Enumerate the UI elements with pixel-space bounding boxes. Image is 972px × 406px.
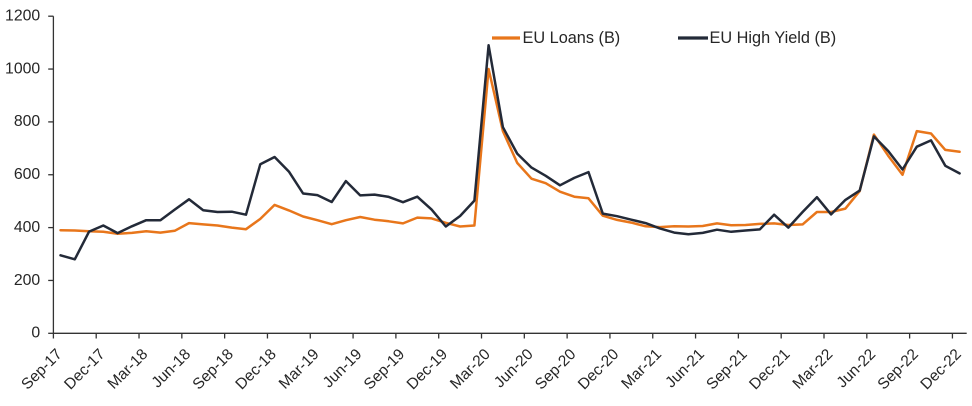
- svg-text:EU Loans (B): EU Loans (B): [523, 29, 621, 47]
- svg-text:400: 400: [14, 219, 41, 236]
- svg-text:EU High Yield (B): EU High Yield (B): [710, 29, 837, 47]
- svg-text:1200: 1200: [5, 8, 40, 25]
- svg-text:200: 200: [14, 272, 41, 289]
- svg-text:1000: 1000: [5, 60, 40, 77]
- svg-text:800: 800: [14, 113, 41, 130]
- svg-text:0: 0: [31, 325, 40, 342]
- svg-text:600: 600: [14, 166, 41, 183]
